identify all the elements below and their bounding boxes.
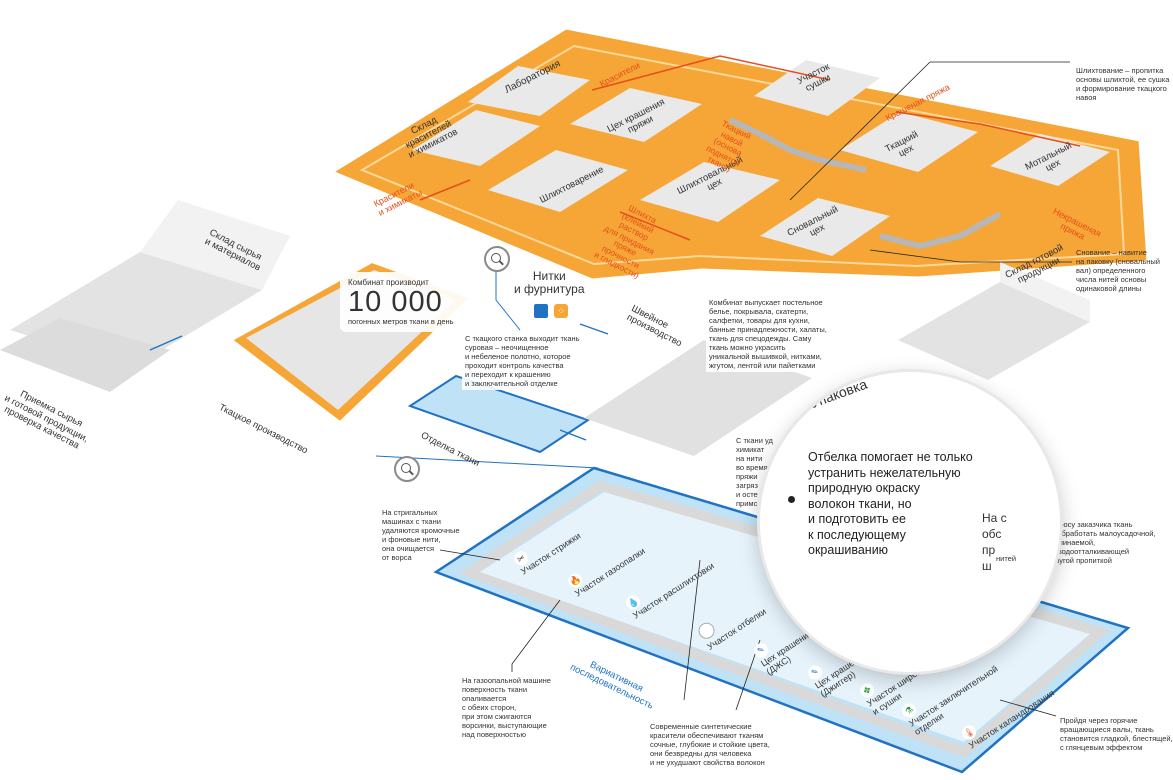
magnifier-text: Отбелка помогает не только устранить неж… [808,450,973,557]
flow-arrow-2 [559,429,587,441]
note-weaving-output: С ткацкого станка выходит ткань суровая … [462,332,583,390]
sizing-room [640,162,780,222]
leader-dyes [683,559,701,701]
drying-room [754,60,880,116]
flow-arrow-yarn [895,111,1081,147]
note-warping: Снование – навитие на паковку (сновальны… [1076,248,1160,293]
threads-icon [534,304,548,318]
finished-store-floor [898,282,1090,380]
size-cooking-room [488,150,628,212]
dye-road [728,117,867,173]
note-hidden-right: На с обс пр ш [982,511,1007,573]
note-sizing: Шлихтование – пропитка основы шлихтой, е… [1076,66,1170,102]
leader-calendering [999,699,1057,717]
finishing-small-platform [407,374,591,454]
stat-unit: погонных метров ткани в день [348,317,454,326]
magnifier-icon-weaving[interactable] [484,246,510,272]
reception-floor [0,318,170,392]
warping-room [760,198,890,256]
lab-room [468,66,590,116]
magnifier-bullet [788,496,795,503]
note-hidden-right-small: нитей [996,554,1017,563]
dye-road-2 [879,211,1002,250]
finishing-zone-inner [480,492,1090,742]
note-sewing-products: Комбинат выпускает постельное белье, пок… [706,296,830,372]
winding-room [990,134,1110,186]
label-threads: Нитки и фурнитура [514,269,585,296]
production-stat: Комбинат производит 10 000 погонных метр… [340,272,476,332]
raw-store-wall [140,200,290,290]
leader-warping [869,249,1072,263]
leader-singeing [511,599,561,672]
flow-arrow-dyes [591,55,831,91]
note-dyes: Современные синтетические красители обес… [650,722,770,767]
note-calendering: Пройдя через горячие вращающиеся валы, т… [1060,716,1173,752]
yarn-dye-room [570,88,702,142]
dye-zone-corridor [359,44,1126,268]
flow-arrow-size [619,211,691,241]
leader-shearing [439,549,501,561]
bleaching-magnifier: Упаковка Отбелка помогает не только устр… [760,372,1060,672]
note-shearing: На стригальных машинах с ткани удаляются… [382,508,460,562]
stat-number: 10 000 [348,286,443,318]
weaving-room [840,112,978,172]
flow-arrow-1 [149,335,183,351]
magnifier-icon-finishing[interactable] [394,456,420,482]
note-singeing: На газоопальной машине поверхность ткани… [462,676,551,739]
stat-caption: Комбинат производит [348,278,429,287]
finished-store-wall [1000,262,1090,322]
note-hidden-left: С ткани уд химикат на нити во время пряж… [736,436,773,508]
finishing-zone-track [458,480,1111,758]
buttons-icon: ⁘ [554,304,568,318]
leader-sizing [789,61,1070,201]
flow-arrow-dyes-chem [419,179,471,201]
flow-arrow-3 [579,323,609,335]
leader-weave-link [495,264,521,331]
chem-store-room [412,110,540,166]
